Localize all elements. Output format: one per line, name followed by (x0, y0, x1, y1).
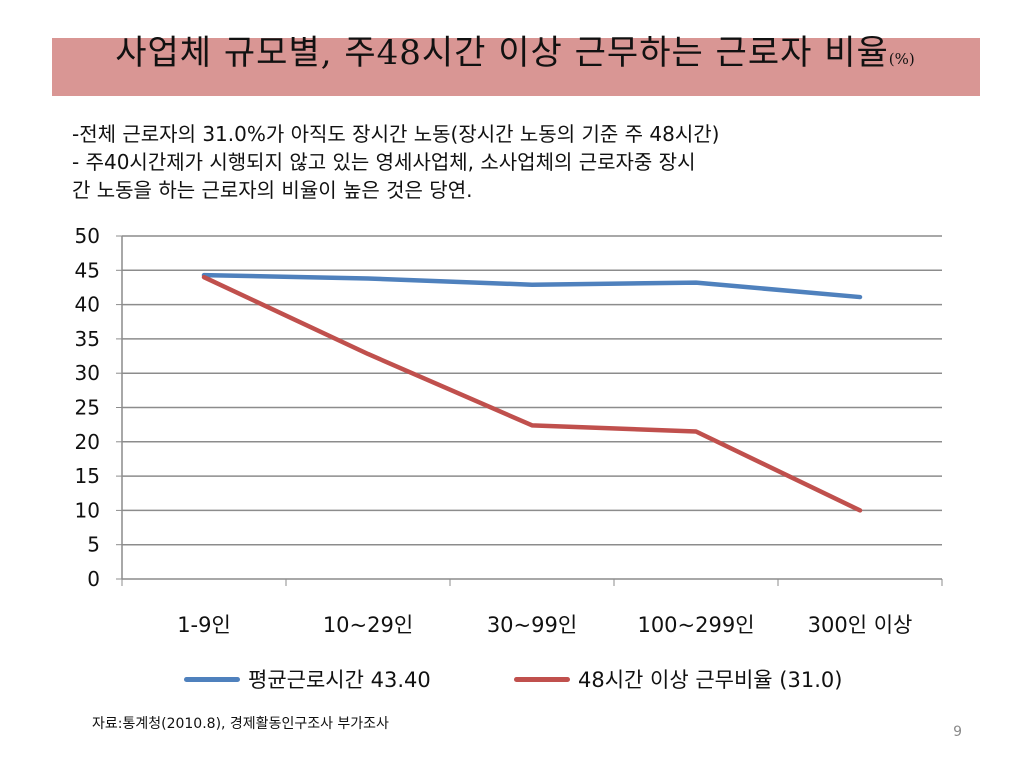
y-tick-label-5: 25 (75, 396, 100, 420)
slide-notes: -전체 근로자의 31.0%가 아직도 장시간 노동(장시간 노동의 기준 주 … (72, 120, 962, 204)
y-tick-label-4: 20 (75, 430, 100, 454)
note-line-2: - 주40시간제가 시행되지 않고 있는 영세사업체, 소사업체의 근로자중 장… (72, 150, 696, 174)
y-tick-label-0: 0 (87, 567, 100, 591)
y-tick-label-7: 35 (75, 327, 100, 351)
series-line-2 (201, 274, 863, 513)
y-tick-label-2: 10 (75, 498, 100, 522)
y-tick-label-9: 45 (75, 258, 100, 282)
legend-label-series-2: 48시간 이상 근무비율 (31.0) (578, 668, 843, 692)
x-tick-label-3: 100~299인 (637, 613, 754, 637)
source-note: 자료:통계청(2010.8), 경제활동인구조사 부가조사 (92, 716, 389, 732)
legend-swatch-series-1 (184, 676, 240, 682)
y-tick-label-1: 5 (87, 533, 100, 557)
y-tick-label-10: 50 (75, 224, 100, 248)
note-line-3: 간 노동을 하는 근로자의 비율이 높은 것은 당연. (72, 178, 473, 202)
y-tick-label-6: 30 (75, 361, 100, 385)
legend-item-series-1: 평균근로시간 43.40 (184, 664, 431, 694)
note-line-1: -전체 근로자의 31.0%가 아직도 장시간 노동(장시간 노동의 기준 주 … (72, 122, 720, 146)
slide-title: 사업체 규모별, 주48시간 이상 근무하는 근로자 비율(%) (55, 28, 975, 84)
series-line-1 (201, 272, 863, 300)
legend-swatch-series-2 (514, 676, 570, 682)
title-band (52, 38, 980, 96)
legend-label-series-1: 평균근로시간 43.40 (248, 668, 431, 692)
x-tick-label-4: 300인 이상 (808, 613, 913, 637)
x-tick-label-0: 1-9인 (177, 613, 231, 637)
legend-item-series-2: 48시간 이상 근무비율 (31.0) (514, 664, 842, 694)
page-number: 9 (953, 724, 962, 740)
x-tick-label-1: 10~29인 (323, 613, 413, 637)
y-tick-label-3: 15 (75, 464, 100, 488)
title-text: 사업체 규모별, 주48시간 이상 근무하는 근로자 비율 (115, 33, 889, 73)
y-tick-label-8: 40 (75, 293, 100, 317)
x-tick-label-2: 30~99인 (487, 613, 577, 637)
title-unit: (%) (888, 50, 915, 68)
